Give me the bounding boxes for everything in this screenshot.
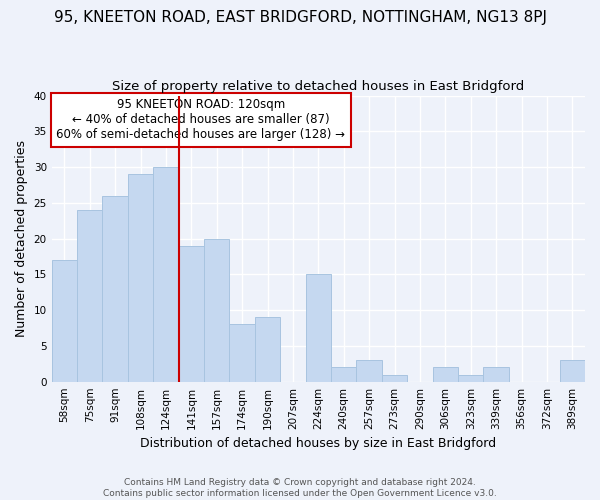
- Text: Contains HM Land Registry data © Crown copyright and database right 2024.
Contai: Contains HM Land Registry data © Crown c…: [103, 478, 497, 498]
- Y-axis label: Number of detached properties: Number of detached properties: [15, 140, 28, 337]
- Title: Size of property relative to detached houses in East Bridgford: Size of property relative to detached ho…: [112, 80, 524, 93]
- Bar: [560, 360, 585, 382]
- Bar: [356, 360, 382, 382]
- Bar: [179, 246, 204, 382]
- Bar: [229, 324, 255, 382]
- Bar: [458, 374, 484, 382]
- Bar: [77, 210, 103, 382]
- Bar: [331, 368, 356, 382]
- Bar: [484, 368, 509, 382]
- Bar: [433, 368, 458, 382]
- Bar: [153, 167, 179, 382]
- Bar: [128, 174, 153, 382]
- Text: 95, KNEETON ROAD, EAST BRIDGFORD, NOTTINGHAM, NG13 8PJ: 95, KNEETON ROAD, EAST BRIDGFORD, NOTTIN…: [53, 10, 547, 25]
- Bar: [52, 260, 77, 382]
- Bar: [382, 374, 407, 382]
- X-axis label: Distribution of detached houses by size in East Bridgford: Distribution of detached houses by size …: [140, 437, 496, 450]
- Bar: [204, 238, 229, 382]
- Text: 95 KNEETON ROAD: 120sqm
← 40% of detached houses are smaller (87)
60% of semi-de: 95 KNEETON ROAD: 120sqm ← 40% of detache…: [56, 98, 346, 142]
- Bar: [305, 274, 331, 382]
- Bar: [103, 196, 128, 382]
- Bar: [255, 318, 280, 382]
